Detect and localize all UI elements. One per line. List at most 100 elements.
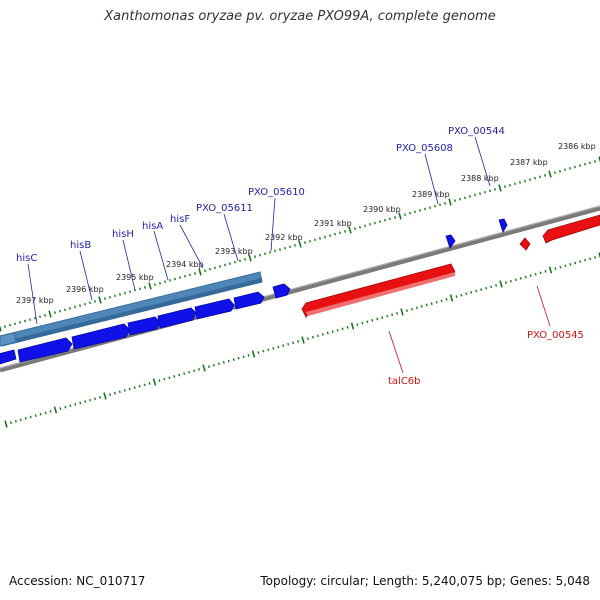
lower-track-minor-tick [247, 354, 250, 357]
upper-track-minor-tick [9, 323, 11, 327]
upper-track-minor-tick [419, 209, 421, 212]
upper-track-minor-tick [139, 287, 141, 291]
lower-track-minor-tick [341, 327, 344, 331]
gene-arrow-pxo05608 [445, 234, 456, 249]
lower-track-minor-tick [584, 258, 587, 262]
lower-track-minor-tick [366, 320, 369, 324]
lower-track-minor-tick [371, 319, 374, 322]
leader-pxo05608 [424, 153, 439, 205]
gene-arrow-hisf [157, 307, 197, 329]
lower-track-minor-tick [257, 351, 260, 354]
lower-track-minor-tick [198, 368, 201, 371]
upper-track-minor-tick [504, 185, 506, 188]
lower-track-minor-tick [331, 330, 334, 333]
upper-track-minor-tick [374, 221, 376, 225]
lower-track-minor-tick [9, 421, 12, 424]
upper-track-minor-tick [454, 199, 456, 202]
lower-track-minor-tick [287, 342, 290, 346]
lower-track-minor-tick [237, 356, 240, 360]
upper-track-minor-tick [84, 302, 86, 306]
lower-track-minor-tick [465, 292, 468, 296]
lower-track-minor-tick [490, 285, 493, 289]
lower-track-minor-tick [168, 376, 171, 380]
gene-arrow-pxo05611b [233, 291, 265, 310]
upper-track-minor-tick [169, 279, 171, 282]
lower-track-minor-tick [163, 377, 166, 381]
lower-track-minor-tick [589, 257, 592, 261]
gene-arrow-hisb [17, 337, 73, 363]
lower-track-minor-tick [212, 363, 215, 367]
upper-track-minor-tick [14, 322, 16, 326]
upper-track-minor-tick [534, 176, 536, 180]
upper-track-minor-tick [514, 182, 516, 186]
lower-track-minor-tick [118, 390, 121, 394]
upper-track-minor-tick [69, 307, 71, 310]
tick-label-2393: 2393 kbp [215, 247, 253, 256]
upper-track-minor-tick [334, 232, 336, 236]
lower-track-minor-tick [564, 264, 567, 268]
upper-track-minor-tick [94, 300, 96, 303]
gene-arrow-pxo00544 [498, 218, 508, 233]
label-pxo05608: PXO_05608 [396, 143, 453, 154]
upper-track-minor-tick [229, 262, 231, 265]
upper-track-minor-tick [329, 234, 331, 237]
leader-hish [122, 239, 136, 291]
lower-track-minor-tick [539, 271, 542, 275]
lower-track-minor-tick [579, 260, 582, 263]
upper-track-minor-tick [494, 188, 496, 191]
operon-bar-left [0, 332, 17, 347]
lower-track-minor-tick [569, 263, 572, 266]
upper-track-minor-tick [554, 171, 556, 174]
lower-track-minor-tick [420, 305, 423, 308]
lower-track-minor-tick [504, 281, 507, 284]
leader-pxo00544 [474, 136, 491, 187]
tick-label-2391: 2391 kbp [314, 219, 352, 228]
lower-track-minor-tick [425, 303, 428, 307]
label-pxo05611: PXO_05611 [196, 203, 253, 214]
lower-track-minor-tick [227, 359, 230, 363]
lower-track-minor-tick [217, 362, 220, 366]
lower-track-minor-tick [148, 382, 151, 385]
gene-arrow-pxo00546 [542, 214, 600, 244]
leader-hisc [27, 263, 38, 325]
lower-track-minor-tick [410, 307, 413, 311]
lower-track-minor-tick [559, 265, 562, 269]
upper-track-minor-tick [354, 227, 356, 230]
lower-track-minor-tick [316, 334, 319, 338]
upper-track-minor-tick [559, 169, 561, 173]
upper-track-minor-tick [589, 161, 591, 165]
upper-track-minor-tick [264, 252, 266, 256]
lower-track-minor-tick [336, 328, 339, 332]
upper-track-minor-tick [234, 260, 236, 264]
upper-track-minor-tick [254, 255, 256, 258]
upper-track-major-tick [298, 240, 302, 248]
upper-track-minor-tick [24, 319, 26, 323]
genome-summary-text: Topology: circular; Length: 5,240,075 bp… [260, 574, 590, 588]
lower-track-minor-tick [74, 403, 77, 406]
upper-track-minor-tick [159, 281, 161, 285]
forward-gene-track [0, 218, 508, 365]
lower-track-minor-tick [282, 344, 285, 347]
lower-track-major-tick [251, 350, 256, 358]
lower-track-minor-tick [509, 279, 512, 283]
upper-track-minor-tick [174, 277, 176, 281]
label-hisa: hisA [142, 221, 163, 232]
lower-track-major-tick [499, 280, 503, 288]
upper-track-minor-tick [464, 196, 466, 200]
tick-label-2396: 2396 kbp [66, 285, 104, 294]
lower-track-minor-tick [529, 274, 532, 277]
lower-track-minor-tick [108, 393, 111, 396]
leader-talc6b [388, 330, 404, 374]
lower-track-minor-tick [89, 398, 92, 402]
lower-track-minor-tick [158, 379, 161, 382]
upper-track-minor-tick [189, 273, 191, 277]
upper-track-minor-tick [284, 246, 286, 250]
reverse-leader-lines [388, 285, 551, 374]
lower-track-minor-tick [574, 261, 577, 265]
lower-track-minor-tick [326, 331, 329, 335]
lower-track-minor-tick [69, 404, 72, 408]
upper-track-minor-tick [89, 301, 91, 305]
leader-hisb [79, 250, 93, 301]
upper-track-minor-tick [294, 244, 296, 247]
